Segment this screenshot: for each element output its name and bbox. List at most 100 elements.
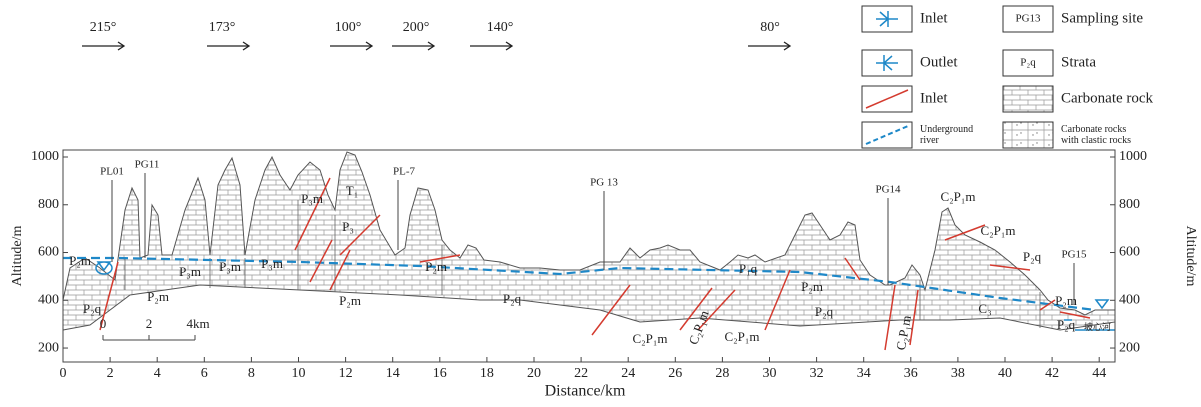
y-tick-label: 200 — [38, 340, 59, 355]
flow-arrow — [392, 41, 436, 51]
x-tick-label: 12 — [339, 366, 353, 381]
legend-label: Inlet — [920, 10, 948, 26]
x-tick-label: 14 — [386, 366, 400, 381]
strata-label: C₂P₁m — [893, 314, 914, 351]
strata-label: P₂m — [147, 289, 169, 304]
x-tick-label: 26 — [668, 366, 682, 381]
terrain — [62, 151, 1116, 351]
strata-label: C₂P₁m — [724, 329, 759, 344]
strata-label: P₂q — [1023, 249, 1042, 264]
flow-arrow — [470, 41, 514, 51]
x-tick-label: 10 — [292, 366, 306, 381]
legend-label: Sampling site — [1061, 10, 1143, 26]
y2-tick-label: 200 — [1119, 340, 1140, 355]
strata-label: P₁q — [739, 261, 758, 276]
x-tick-label: 0 — [60, 366, 67, 381]
legend-label: with clastic rocks — [1061, 135, 1131, 146]
strata-label: P₂m — [69, 253, 91, 268]
flow-arrow — [82, 41, 126, 51]
sampling-site: PL-7 — [393, 166, 416, 178]
rock-body — [62, 151, 1116, 331]
legend-box — [861, 5, 913, 33]
strata-label: P₂q — [83, 301, 102, 316]
flow-direction: 140° — [487, 20, 514, 35]
underground-river — [63, 256, 1096, 312]
flow-direction: 100° — [335, 20, 362, 35]
strata-label: C₂P₁m — [632, 331, 667, 346]
x-tick-label: 28 — [715, 366, 729, 381]
y2-tick-label: 400 — [1119, 292, 1140, 307]
scale-label: 0 — [100, 316, 107, 331]
sampling-site: PG14 — [875, 184, 901, 196]
y2-tick-label: 1000 — [1119, 149, 1147, 164]
y2-tick-label: 800 — [1119, 197, 1140, 212]
legend-label: Strata — [1061, 54, 1096, 70]
y-tick-label: 800 — [38, 197, 59, 212]
strata-label: P₂q — [1057, 317, 1076, 332]
outlet-icon — [876, 55, 898, 71]
legend-symbol: P₂q — [1020, 57, 1036, 69]
x-tick-label: 8 — [248, 366, 255, 381]
strata-label: T₁ — [346, 183, 358, 198]
legend-label: Carbonate rock — [1061, 90, 1154, 106]
legend-box — [1002, 121, 1054, 149]
inlet-icon — [876, 11, 898, 27]
flow-direction: 173° — [209, 20, 236, 35]
frame — [62, 149, 1116, 363]
fault-lines — [99, 177, 1091, 351]
scale-bar — [102, 335, 196, 341]
strata-label: P₃m — [179, 264, 201, 279]
strata-label: P₂m — [339, 293, 361, 308]
legend-label: Carbonate rocks — [1061, 124, 1126, 135]
strata-label: C₂P₁m — [940, 189, 975, 204]
strata-label: P₃ — [342, 219, 354, 234]
y-tick-label: 600 — [38, 245, 59, 260]
y-axis-label: Altitude/m — [10, 226, 25, 287]
y2-axis-label: Altitude/m — [1183, 226, 1198, 287]
legend-symbol: PG13 — [1015, 13, 1041, 25]
x-tick-label: 20 — [527, 366, 541, 381]
fault-icon — [865, 89, 909, 109]
legend-box — [861, 85, 913, 113]
strata-label: P₃m — [261, 256, 283, 271]
strata-label: P₃m — [301, 191, 323, 206]
flow-arrow — [748, 41, 792, 51]
legend-box — [861, 121, 913, 149]
sampling-site: PG11 — [135, 159, 160, 171]
x-tick-label: 18 — [480, 366, 494, 381]
flow-arrow — [330, 41, 374, 51]
scale-label: 2 — [146, 316, 153, 331]
flow-arrow — [207, 41, 251, 51]
x-tick-label: 36 — [904, 366, 918, 381]
x-tick-label: 24 — [621, 366, 635, 381]
legend-label: Outlet — [920, 54, 958, 70]
legend-box — [1002, 85, 1054, 113]
sampling-site: PG15 — [1061, 249, 1087, 261]
x-tick-label: 40 — [998, 366, 1012, 381]
river-name: 坡心河 — [1084, 321, 1111, 332]
flow-direction: 80° — [760, 20, 780, 35]
legend-label: river — [920, 135, 940, 146]
x-tick-label: 22 — [574, 366, 588, 381]
x-tick-label: 30 — [763, 366, 777, 381]
x-tick-label: 4 — [154, 366, 161, 381]
legend-box — [861, 49, 913, 77]
strata-label: P₂q — [815, 304, 834, 319]
x-axis-label: Distance/km — [545, 383, 626, 400]
legend-label: Underground — [920, 124, 973, 135]
strata-label: P₃m — [219, 259, 241, 274]
river-icon — [865, 125, 909, 145]
legend-box — [1002, 5, 1054, 33]
x-tick-label: 44 — [1092, 366, 1106, 381]
strata-label: P₂m — [425, 259, 447, 274]
legend-box — [1002, 49, 1054, 77]
river-symbol — [95, 261, 1115, 331]
legend — [861, 5, 1054, 149]
x-tick-label: 2 — [107, 366, 114, 381]
sampling-site: PL01 — [100, 166, 124, 178]
legend-label: Inlet — [920, 90, 948, 106]
axes: 0 2 4km Distance/km Altitude/m Altitude/… — [10, 149, 1198, 400]
scale-label: 4km — [186, 316, 209, 331]
flow-direction: 215° — [90, 20, 117, 35]
x-tick-label: 34 — [857, 366, 871, 381]
